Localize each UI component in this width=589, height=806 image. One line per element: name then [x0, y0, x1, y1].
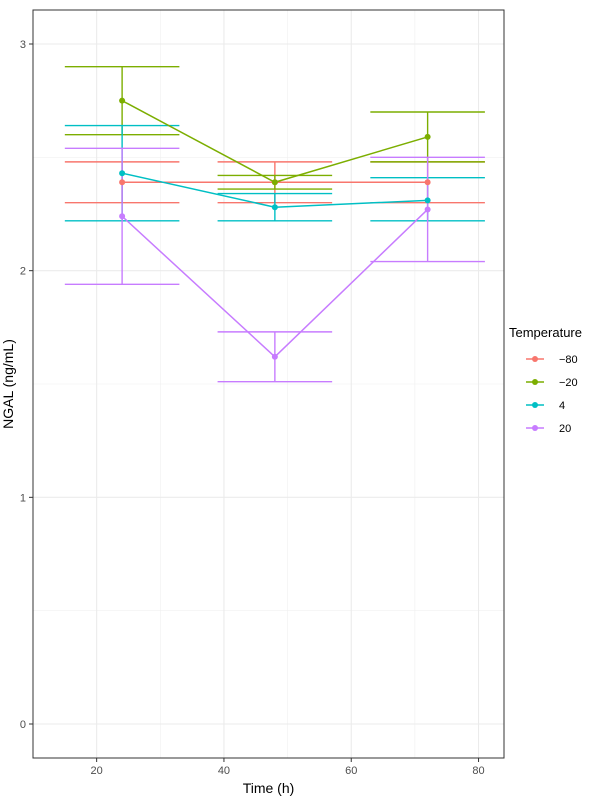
x-tick-label: 40: [218, 765, 230, 777]
legend-key-point: [532, 402, 538, 408]
x-tick-labels: 20 40 60 80: [91, 765, 485, 777]
data-point: [119, 97, 126, 104]
data-point: [119, 179, 126, 186]
data-point: [271, 353, 278, 360]
panel-border: [32, 9, 505, 759]
legend-key: [526, 356, 544, 362]
data-point: [424, 179, 431, 186]
legend-label: −20: [559, 377, 578, 389]
data-point: [424, 133, 431, 140]
legend-key-point: [532, 356, 538, 362]
x-tick-label: 80: [472, 765, 484, 777]
legend-title: Temperature: [509, 325, 582, 340]
legend-key-point: [532, 425, 538, 431]
y-tick-label: 0: [20, 719, 26, 731]
x-tick-label: 20: [91, 765, 103, 777]
legend-label: −80: [559, 354, 578, 366]
legend-key: [526, 425, 544, 431]
error-bars: [64, 65, 485, 383]
y-tick-label: 1: [20, 492, 26, 504]
data-point: [271, 204, 278, 211]
x-tick-label: 60: [345, 765, 357, 777]
y-tick-labels: 0 1 2 3: [20, 39, 26, 731]
data-point: [271, 179, 278, 186]
data-point: [119, 170, 126, 177]
legend-key-point: [532, 379, 538, 385]
y-tick-label: 2: [20, 266, 26, 278]
series-points: [119, 97, 431, 360]
legend-key: [526, 402, 544, 408]
data-point: [424, 206, 431, 213]
axis-ticks: [29, 43, 480, 762]
grid-minor: [33, 10, 504, 758]
data-point: [119, 213, 126, 220]
legend-label: 20: [559, 423, 571, 435]
y-axis-title: NGAL (ng/mL): [0, 339, 16, 429]
y-tick-label: 3: [20, 39, 26, 51]
legend-label: 4: [559, 400, 565, 412]
x-axis-title: Time (h): [243, 780, 295, 796]
data-point: [424, 197, 431, 204]
legend: Temperature −80 −20 4 20: [509, 325, 582, 435]
legend-key: [526, 379, 544, 385]
